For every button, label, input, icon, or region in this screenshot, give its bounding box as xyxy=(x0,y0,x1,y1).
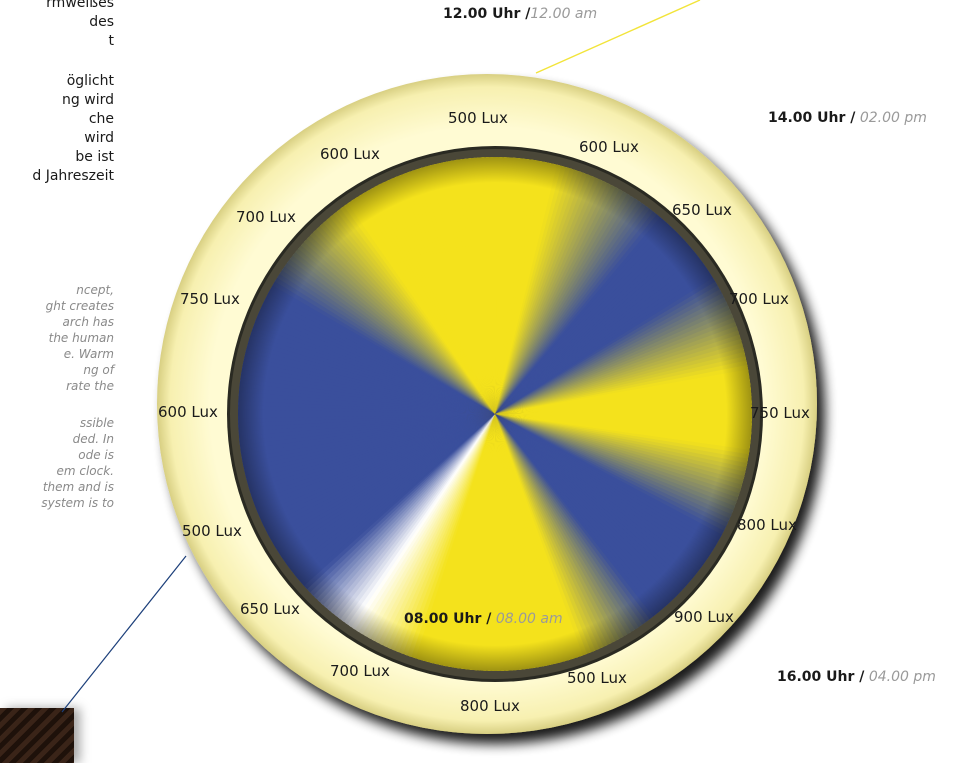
time-label-14-de: 14.00 Uhr / xyxy=(768,110,856,126)
time-label-14: 14.00 Uhr / 02.00 pm xyxy=(768,110,927,126)
lux-label: 600 Lux xyxy=(158,403,218,421)
german-description: rmweißes des t öglicht ng wird che wird … xyxy=(0,0,114,186)
lux-label: 650 Lux xyxy=(240,600,300,618)
lux-label: 500 Lux xyxy=(567,669,627,687)
lux-label: 900 Lux xyxy=(674,608,734,626)
time-label-16: 16.00 Uhr / 04.00 pm xyxy=(777,669,936,685)
time-label-12-en: 12.00 am xyxy=(530,6,598,22)
lux-label: 800 Lux xyxy=(460,697,520,715)
time-label-12-de: 12.00 Uhr / xyxy=(443,6,531,22)
time-label-16-de: 16.00 Uhr / xyxy=(777,669,865,685)
lux-label: 500 Lux xyxy=(182,522,242,540)
wood-photo-thumbnail xyxy=(0,708,74,763)
en-line: ode is xyxy=(78,448,114,462)
lux-label: 750 Lux xyxy=(750,404,810,422)
de-line: t xyxy=(108,33,115,49)
time-label-08: 08.00 Uhr / 08.00 am xyxy=(404,611,563,627)
de-line: be ist xyxy=(75,149,114,165)
time-label-08-en: 08.00 am xyxy=(491,611,563,627)
en-line: the human xyxy=(48,331,114,345)
en-line: e. Warm xyxy=(63,347,114,361)
de-line: rmweißes xyxy=(46,0,114,11)
time-label-16-en: 04.00 pm xyxy=(864,669,936,685)
lux-label: 750 Lux xyxy=(180,290,240,308)
en-line: ncept, xyxy=(76,283,114,297)
de-line: che xyxy=(88,111,114,127)
lux-label: 700 Lux xyxy=(236,208,296,226)
english-description: ncept, ght creates arch has the human e.… xyxy=(0,282,114,511)
en-line: ssible xyxy=(79,416,114,430)
lux-label: 600 Lux xyxy=(320,145,380,163)
en-line: arch has xyxy=(62,315,114,329)
de-line: öglicht xyxy=(66,73,114,89)
connector-line-12 xyxy=(535,0,701,74)
time-label-08-de: 08.00 Uhr / xyxy=(404,611,492,627)
de-line: des xyxy=(89,14,114,30)
lux-label: 600 Lux xyxy=(579,138,639,156)
en-line: system is to xyxy=(41,496,114,510)
en-line: em clock. xyxy=(56,464,114,478)
en-line: ng of xyxy=(83,363,114,377)
de-line: wird xyxy=(84,130,114,146)
en-line: ded. In xyxy=(72,432,114,446)
lux-label: 800 Lux xyxy=(737,516,797,534)
lux-label: 650 Lux xyxy=(672,201,732,219)
time-label-12: 12.00 Uhr /12.00 am xyxy=(443,6,597,22)
lux-label: 700 Lux xyxy=(729,290,789,308)
lux-label: 700 Lux xyxy=(330,662,390,680)
en-line: ght creates xyxy=(45,299,114,313)
lux-label: 500 Lux xyxy=(448,109,508,127)
de-line: d Jahreszeit xyxy=(32,168,114,184)
time-label-14-en: 02.00 pm xyxy=(855,110,927,126)
de-line: ng wird xyxy=(62,92,114,108)
en-line: rate the xyxy=(66,379,114,393)
connector-line-08 xyxy=(61,555,187,713)
en-line: them and is xyxy=(42,480,114,494)
